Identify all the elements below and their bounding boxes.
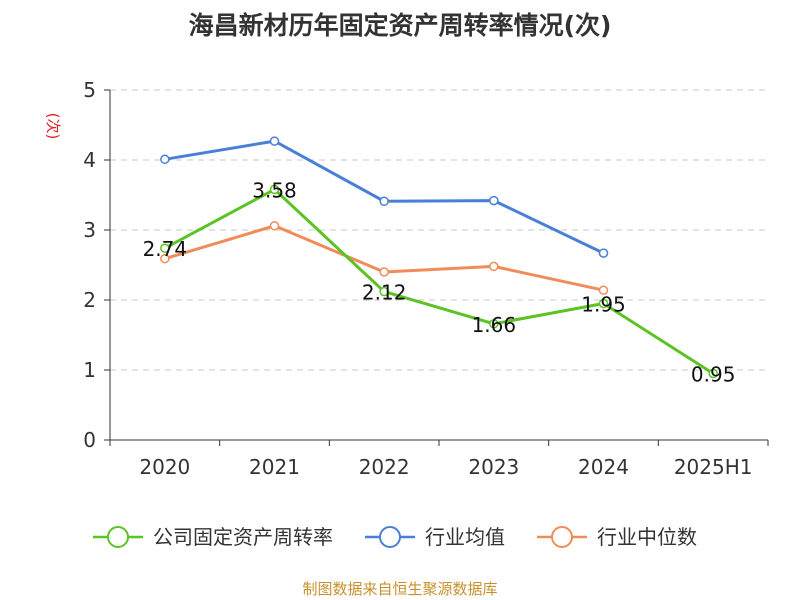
y-tick-label: 5: [83, 78, 96, 102]
legend-item: 行业均值: [365, 525, 505, 549]
data-label: 0.95: [691, 363, 736, 387]
data-label: 3.58: [252, 178, 297, 202]
data-point: [598, 248, 609, 258]
data-point: [160, 243, 170, 253]
data-point: [160, 154, 170, 165]
data-label: 1.95: [581, 293, 626, 317]
x-tick-label: 2021: [249, 455, 300, 479]
data-point: [598, 285, 609, 295]
x-tick-label: 2022: [359, 455, 410, 479]
legend-label: 行业中位数: [597, 525, 697, 549]
y-tick-label: 2: [83, 288, 96, 312]
x-tick-label: 2025H1: [674, 455, 753, 479]
grid-lines: [110, 89, 768, 371]
data-label: 2.12: [362, 281, 407, 305]
data-label: 1.66: [472, 313, 517, 337]
legend-item: 行业中位数: [537, 525, 697, 549]
data-labels: 2.74 3.58 2.12 1.66 1.95 0.95: [143, 178, 736, 386]
legend-marker-icon: [107, 526, 129, 548]
x-tick-label: 2023: [468, 455, 519, 479]
legend: 公司固定资产周转率 行业均值 行业中位数: [93, 525, 697, 549]
data-point: [379, 267, 389, 277]
legend-label: 公司固定资产周转率: [153, 525, 333, 549]
data-point: [160, 253, 170, 264]
data-point: [269, 136, 280, 146]
data-point: [489, 319, 499, 329]
legend-label: 行业均值: [425, 525, 505, 549]
data-point: [489, 195, 499, 206]
series-line: [164, 187, 714, 375]
data-point: [598, 298, 609, 309]
data-point: [269, 184, 280, 195]
legend-item: 公司固定资产周转率: [93, 525, 333, 549]
y-tick-label: 0: [83, 428, 96, 452]
y-tick-label: 3: [83, 218, 96, 242]
series-layer: [160, 136, 718, 379]
x-tick-label: 2020: [139, 455, 190, 479]
data-point: [708, 368, 718, 379]
data-point: [379, 196, 389, 207]
y-tick-label: 1: [83, 358, 96, 382]
source-note: 制图数据来自恒生聚源数据库: [302, 580, 498, 598]
data-point: [379, 286, 389, 297]
axes: 0 1 2 3 4 5 2020 2021 2022 2023 2024 2025H1: [83, 78, 769, 479]
legend-marker-icon: [551, 526, 573, 548]
data-point: [269, 221, 280, 231]
x-tick-label: 2024: [578, 455, 629, 479]
legend-marker-icon: [379, 526, 401, 548]
y-tick-label: 4: [83, 148, 96, 172]
data-label: 2.74: [143, 237, 188, 261]
y-axis-unit-label: (次): [44, 113, 62, 140]
chart-title: 海昌新材历年固定资产周转率情况(次): [188, 11, 612, 40]
data-point: [489, 261, 499, 272]
